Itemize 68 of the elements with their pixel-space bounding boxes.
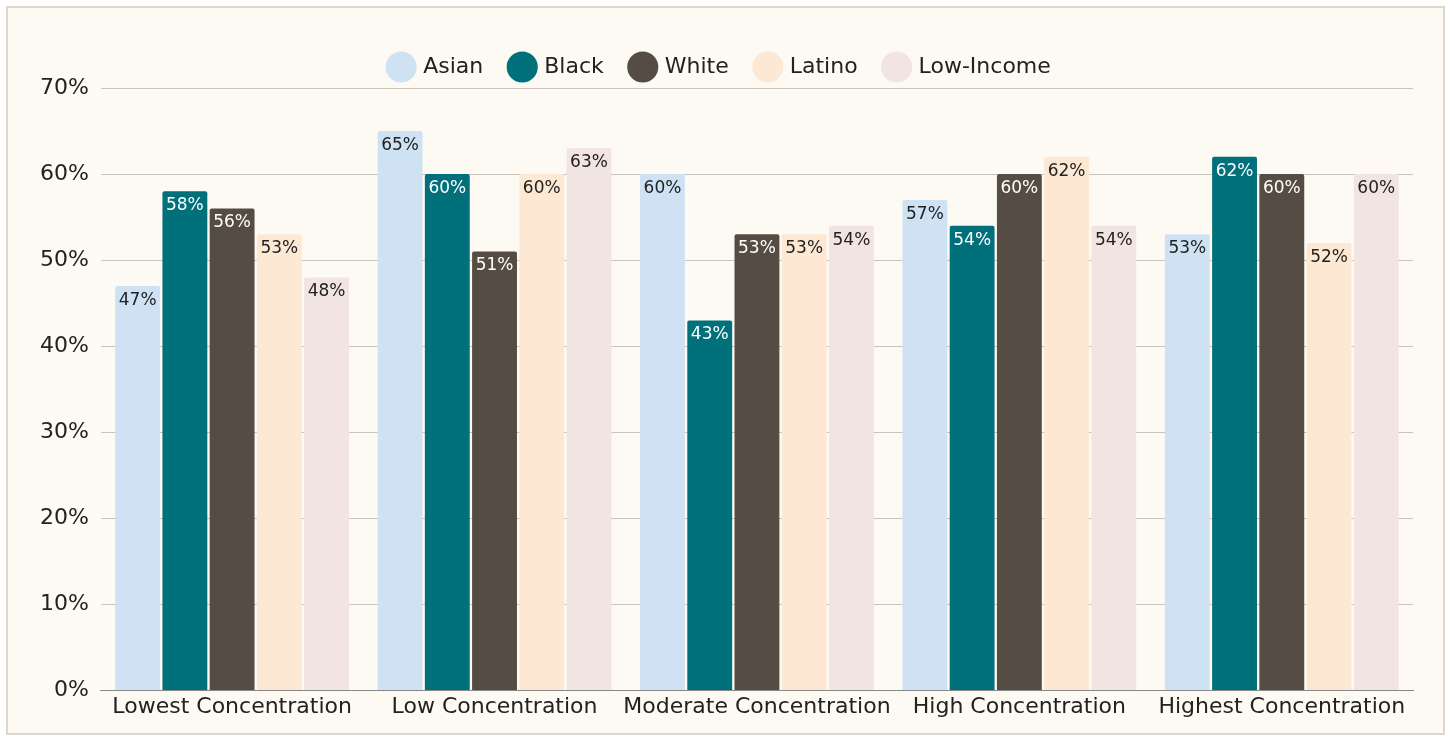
bar bbox=[781, 234, 827, 691]
data-label: 57% bbox=[906, 202, 944, 223]
data-label: 54% bbox=[1094, 228, 1133, 249]
y-tick-label: 10% bbox=[39, 590, 89, 616]
x-tick-label: Low Concentration bbox=[391, 692, 598, 718]
y-tick-label: 70% bbox=[39, 73, 89, 99]
bar bbox=[472, 251, 517, 691]
legend-label: White bbox=[664, 52, 729, 78]
x-tick-label: Moderate Concentration bbox=[623, 692, 891, 718]
data-label: 60% bbox=[1000, 177, 1039, 198]
bar bbox=[1306, 242, 1352, 691]
bar bbox=[1259, 174, 1305, 691]
legend-label: Asian bbox=[423, 52, 484, 78]
bar bbox=[687, 320, 733, 691]
y-tick-label: 0% bbox=[53, 676, 89, 702]
bar bbox=[209, 208, 255, 691]
data-label: 60% bbox=[1357, 177, 1396, 198]
bar bbox=[949, 225, 995, 691]
data-label: 62% bbox=[1215, 159, 1254, 180]
y-tick-label: 50% bbox=[39, 245, 89, 271]
data-label: 65% bbox=[381, 133, 419, 154]
data-label: 56% bbox=[213, 211, 252, 232]
bar bbox=[162, 191, 208, 691]
x-tick-label: Lowest Concentration bbox=[112, 692, 352, 718]
bar bbox=[1164, 234, 1210, 691]
data-label: 51% bbox=[475, 254, 514, 275]
bar bbox=[1091, 225, 1137, 691]
bar bbox=[566, 148, 612, 691]
data-label: 43% bbox=[690, 323, 729, 344]
data-label: 54% bbox=[953, 228, 992, 249]
data-label: 53% bbox=[260, 237, 299, 258]
data-label: 53% bbox=[1168, 237, 1207, 258]
bar bbox=[424, 174, 470, 691]
bar bbox=[996, 174, 1042, 691]
bar bbox=[1044, 156, 1090, 691]
y-tick-label: 20% bbox=[39, 504, 89, 530]
bar bbox=[902, 199, 948, 691]
data-label: 63% bbox=[570, 151, 608, 172]
data-label: 53% bbox=[738, 237, 776, 258]
bar bbox=[828, 225, 874, 691]
bar bbox=[640, 174, 685, 691]
data-label: 60% bbox=[1262, 177, 1301, 198]
data-label: 52% bbox=[1310, 245, 1348, 266]
y-tick-label: 40% bbox=[39, 331, 89, 357]
data-label: 54% bbox=[832, 228, 871, 249]
legend-label: Black bbox=[544, 52, 605, 78]
legend-label: Low-Income bbox=[918, 52, 1051, 78]
y-tick-label: 30% bbox=[39, 418, 89, 444]
bar bbox=[256, 234, 302, 691]
legend-label: Latino bbox=[789, 52, 858, 78]
y-tick-label: 60% bbox=[39, 159, 89, 185]
data-label: 47% bbox=[118, 288, 157, 309]
data-label: 60% bbox=[643, 177, 682, 198]
bar bbox=[734, 234, 780, 691]
bar bbox=[1353, 174, 1399, 691]
x-tick-label: Highest Concentration bbox=[1158, 692, 1406, 718]
bar bbox=[304, 277, 350, 691]
bar bbox=[377, 131, 423, 691]
data-label: 53% bbox=[785, 237, 824, 258]
data-label: 48% bbox=[307, 280, 346, 301]
bar bbox=[519, 174, 565, 691]
data-label: 58% bbox=[165, 194, 204, 215]
data-label: 60% bbox=[428, 177, 467, 198]
bar bbox=[1212, 156, 1257, 691]
data-label: 60% bbox=[522, 177, 561, 198]
bar bbox=[115, 286, 161, 691]
x-tick-label: High Concentration bbox=[912, 692, 1126, 718]
data-label: 62% bbox=[1047, 159, 1086, 180]
